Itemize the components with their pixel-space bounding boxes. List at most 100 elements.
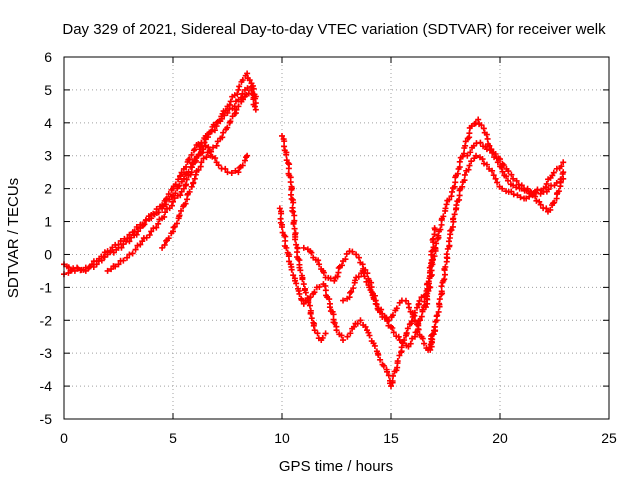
- data-point: [402, 297, 409, 304]
- data-point: [430, 331, 437, 338]
- data-point: [385, 317, 392, 324]
- data-point: [308, 249, 315, 256]
- data-point: [155, 209, 162, 216]
- data-point: [406, 304, 413, 311]
- data-point: [221, 112, 228, 119]
- data-point: [186, 188, 193, 195]
- data-point: [390, 372, 397, 379]
- data-point: [141, 221, 148, 228]
- data-point: [126, 238, 133, 245]
- data-point: [468, 158, 475, 165]
- data-point: [285, 253, 292, 260]
- data-point: [408, 318, 415, 325]
- data-point: [436, 296, 443, 303]
- data-point: [334, 273, 341, 280]
- data-point: [227, 98, 234, 105]
- data-point: [504, 177, 511, 184]
- data-point: [543, 180, 550, 187]
- data-point: [419, 335, 426, 342]
- data-point: [537, 201, 544, 208]
- data-point: [492, 151, 499, 158]
- data-point: [497, 156, 503, 163]
- data-point: [139, 238, 146, 245]
- data-point: [210, 144, 217, 151]
- data-point: [362, 323, 369, 330]
- data-point: [252, 106, 259, 113]
- data-point: [320, 269, 327, 276]
- data-point: [389, 324, 396, 331]
- data-point: [342, 256, 349, 263]
- data-point: [185, 156, 192, 163]
- data-point: [224, 109, 231, 116]
- x-tick-label: 5: [169, 430, 177, 446]
- data-point: [499, 185, 506, 192]
- x-tick-label: 25: [601, 430, 617, 446]
- data-point: [510, 175, 517, 182]
- data-point: [292, 236, 299, 243]
- data-point: [440, 213, 447, 220]
- y-tick-label: 6: [44, 49, 52, 65]
- data-point: [296, 290, 303, 297]
- x-tick-label: 10: [274, 430, 290, 446]
- data-point: [446, 196, 453, 203]
- data-point: [278, 210, 285, 217]
- y-tick-label: -2: [40, 312, 53, 328]
- data-point: [484, 135, 491, 142]
- data-point: [466, 162, 473, 169]
- data-point: [499, 168, 506, 175]
- data-point: [355, 254, 362, 261]
- data-point: [431, 323, 438, 330]
- data-point: [143, 234, 150, 241]
- data-point: [246, 77, 253, 84]
- data-point: [216, 117, 223, 124]
- data-point: [443, 251, 450, 258]
- data-point: [424, 293, 431, 300]
- data-point: [338, 332, 345, 339]
- data-point: [200, 146, 207, 153]
- data-point: [466, 130, 473, 137]
- data-point: [126, 251, 133, 258]
- data-point: [65, 264, 72, 271]
- data-point: [74, 265, 81, 272]
- data-point: [244, 85, 251, 92]
- data-point: [551, 199, 558, 206]
- data-point: [65, 269, 72, 276]
- data-point: [533, 197, 540, 204]
- data-point: [367, 287, 374, 294]
- data-point: [299, 276, 306, 283]
- data-point: [459, 153, 466, 160]
- data-point: [395, 333, 402, 340]
- data-point: [396, 352, 403, 359]
- data-point: [198, 159, 205, 166]
- data-point: [494, 179, 501, 186]
- data-point: [290, 199, 297, 206]
- data-point: [361, 273, 368, 280]
- data-point: [478, 122, 485, 129]
- data-point: [452, 179, 459, 186]
- data-point: [172, 181, 179, 188]
- data-point: [331, 319, 338, 326]
- data-point: [503, 173, 510, 180]
- y-tick-label: -1: [40, 279, 53, 295]
- data-point: [170, 198, 176, 205]
- data-point: [134, 242, 141, 249]
- data-point: [162, 196, 169, 203]
- data-point: [377, 356, 384, 363]
- data-point: [425, 280, 432, 287]
- series-track-i: [344, 284, 434, 390]
- data-point: [133, 224, 140, 231]
- data-point: [283, 244, 290, 251]
- data-point: [104, 267, 111, 274]
- data-point: [222, 165, 229, 172]
- data-point: [300, 244, 307, 251]
- data-point: [473, 152, 480, 159]
- data-point: [352, 277, 359, 284]
- data-point: [244, 152, 251, 159]
- data-point: [550, 169, 557, 176]
- data-point: [188, 164, 195, 171]
- data-point: [319, 334, 326, 341]
- data-point: [448, 227, 455, 234]
- data-point: [371, 342, 378, 349]
- data-point: [417, 317, 424, 324]
- data-point: [190, 179, 197, 186]
